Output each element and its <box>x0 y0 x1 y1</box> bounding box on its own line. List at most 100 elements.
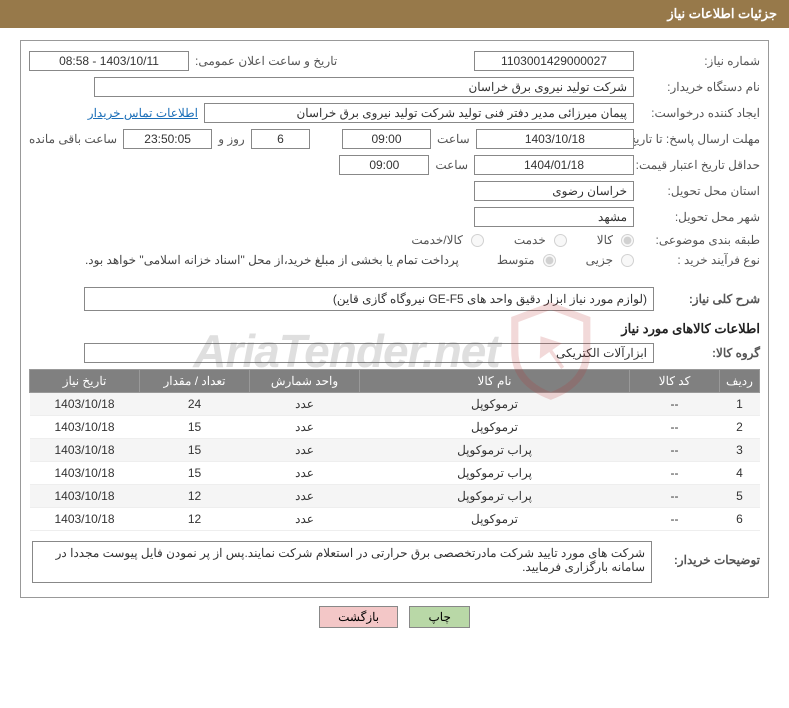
category-label: طبقه بندی موضوعی: <box>640 233 760 247</box>
table-cell: پراب ترموکوپل <box>360 439 630 462</box>
buyer-org-value: شرکت تولید نیروی برق خراسان <box>94 77 634 97</box>
buyer-org-label: نام دستگاه خریدار: <box>640 80 760 94</box>
requester-value: پیمان میرزائی مدیر دفتر فنی تولید شرکت ت… <box>204 103 634 123</box>
table-cell: 15 <box>140 416 250 439</box>
table-row: 5--پراب ترموکوپلعدد121403/10/18 <box>30 485 760 508</box>
contact-link[interactable]: اطلاعات تماس خریدار <box>88 106 198 120</box>
table-cell: عدد <box>250 393 360 416</box>
table-cell: 1403/10/18 <box>30 393 140 416</box>
table-cell: عدد <box>250 485 360 508</box>
general-desc: (لوازم مورد نیاز ابزار دقیق واحد های GE-… <box>84 287 654 311</box>
deadline-time: 09:00 <box>342 129 431 149</box>
process-label: نوع فرآیند خرید : <box>640 253 760 267</box>
table-cell: 1403/10/18 <box>30 462 140 485</box>
table-cell: پراب ترموکوپل <box>360 485 630 508</box>
table-cell: 1403/10/18 <box>30 485 140 508</box>
page-header: جزئیات اطلاعات نیاز <box>0 0 789 28</box>
group-value: ابزارآلات الکتریکی <box>84 343 654 363</box>
radio-service <box>554 234 567 247</box>
city-value: مشهد <box>474 207 634 227</box>
table-cell: عدد <box>250 416 360 439</box>
need-no-label: شماره نیاز: <box>640 54 760 68</box>
time-label-1: ساعت <box>437 132 470 146</box>
back-button[interactable]: بازگشت <box>319 606 398 628</box>
page-title: جزئیات اطلاعات نیاز <box>667 6 777 21</box>
countdown: 23:50:05 <box>123 129 212 149</box>
table-cell: -- <box>630 508 720 531</box>
need-no-value: 1103001429000027 <box>474 51 634 71</box>
proc2: متوسط <box>497 253 535 267</box>
validity-time: 09:00 <box>339 155 429 175</box>
table-cell: 6 <box>720 508 760 531</box>
table-header: تعداد / مقدار <box>140 370 250 393</box>
table-cell: 3 <box>720 439 760 462</box>
announce-value: 1403/10/11 - 08:58 <box>29 51 189 71</box>
time-label-2: ساعت <box>435 158 468 172</box>
cat2: خدمت <box>514 233 546 247</box>
table-header: نام کالا <box>360 370 630 393</box>
cat3: کالا/خدمت <box>411 233 462 247</box>
table-cell: 15 <box>140 462 250 485</box>
buyer-notes-label: توضیحات خریدار: <box>660 541 760 567</box>
table-cell: 1403/10/18 <box>30 439 140 462</box>
days-value: 6 <box>251 129 310 149</box>
table-cell: -- <box>630 485 720 508</box>
goods-table: ردیفکد کالانام کالاواحد شمارشتعداد / مقد… <box>29 369 760 531</box>
table-cell: پراب ترموکوپل <box>360 462 630 485</box>
table-cell: -- <box>630 393 720 416</box>
province-label: استان محل تحویل: <box>640 184 760 198</box>
table-cell: ترموکوپل <box>360 393 630 416</box>
remaining-label: ساعت باقی مانده <box>29 132 117 146</box>
deadline-date: 1403/10/18 <box>476 129 634 149</box>
table-header: واحد شمارش <box>250 370 360 393</box>
table-row: 3--پراب ترموکوپلعدد151403/10/18 <box>30 439 760 462</box>
table-cell: 5 <box>720 485 760 508</box>
table-row: 2--ترموکوپلعدد151403/10/18 <box>30 416 760 439</box>
table-row: 4--پراب ترموکوپلعدد151403/10/18 <box>30 462 760 485</box>
city-label: شهر محل تحویل: <box>640 210 760 224</box>
table-cell: -- <box>630 462 720 485</box>
days-and-label: روز و <box>218 132 245 146</box>
deadline-label: مهلت ارسال پاسخ: تا تاریخ: <box>640 132 760 146</box>
validity-date: 1404/01/18 <box>474 155 634 175</box>
general-desc-label: شرح کلی نیاز: <box>660 292 760 306</box>
main-panel: AriaTender.net شماره نیاز: 1103001429000… <box>20 40 769 598</box>
announce-label: تاریخ و ساعت اعلان عمومی: <box>195 54 337 68</box>
table-cell: 2 <box>720 416 760 439</box>
table-header: کد کالا <box>630 370 720 393</box>
table-cell: عدد <box>250 439 360 462</box>
validity-label: حداقل تاریخ اعتبار قیمت: تا تاریخ: <box>640 158 760 172</box>
table-cell: 12 <box>140 508 250 531</box>
table-header: ردیف <box>720 370 760 393</box>
table-cell: ترموکوپل <box>360 508 630 531</box>
requester-label: ایجاد کننده درخواست: <box>640 106 760 120</box>
table-cell: ترموکوپل <box>360 416 630 439</box>
table-row: 6--ترموکوپلعدد121403/10/18 <box>30 508 760 531</box>
payment-note: پرداخت تمام یا بخشی از مبلغ خرید،از محل … <box>85 253 459 267</box>
table-cell: 15 <box>140 439 250 462</box>
print-button[interactable]: چاپ <box>409 606 469 628</box>
table-cell: 4 <box>720 462 760 485</box>
radio-medium <box>543 254 556 267</box>
goods-section-title: اطلاعات کالاهای مورد نیاز <box>29 321 760 337</box>
province-value: خراسان رضوی <box>474 181 634 201</box>
radio-goods-service <box>471 234 484 247</box>
table-cell: -- <box>630 439 720 462</box>
table-row: 1--ترموکوپلعدد241403/10/18 <box>30 393 760 416</box>
buyer-notes: شرکت های مورد تایید شرکت مادرتخصصی برق ح… <box>32 541 652 583</box>
radio-minor <box>621 254 634 267</box>
table-cell: 24 <box>140 393 250 416</box>
table-cell: عدد <box>250 508 360 531</box>
table-cell: 1403/10/18 <box>30 416 140 439</box>
radio-goods <box>621 234 634 247</box>
button-row: چاپ بازگشت <box>0 606 789 628</box>
table-header: تاریخ نیاز <box>30 370 140 393</box>
table-cell: 1 <box>720 393 760 416</box>
table-cell: 1403/10/18 <box>30 508 140 531</box>
cat1: کالا <box>597 233 613 247</box>
table-cell: 12 <box>140 485 250 508</box>
table-cell: -- <box>630 416 720 439</box>
table-cell: عدد <box>250 462 360 485</box>
proc1: جزیی <box>586 253 613 267</box>
group-label: گروه کالا: <box>660 346 760 360</box>
